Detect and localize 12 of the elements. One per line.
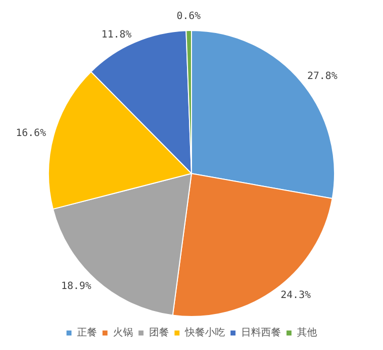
- data-label: 18.9%: [61, 281, 92, 292]
- legend-label: 日料西餐: [241, 326, 281, 339]
- data-label: 24.3%: [280, 290, 311, 301]
- legend-label: 火锅: [113, 326, 133, 339]
- data-label: 27.8%: [307, 71, 338, 82]
- data-label: 11.8%: [101, 30, 132, 41]
- legend-label: 正餐: [77, 326, 97, 339]
- data-label: 0.6%: [176, 11, 201, 22]
- data-label: 16.6%: [16, 128, 46, 139]
- legend-label: 其他: [297, 326, 317, 339]
- legend-label: 快餐小吃: [184, 326, 225, 339]
- legend-label: 团餐: [149, 326, 169, 339]
